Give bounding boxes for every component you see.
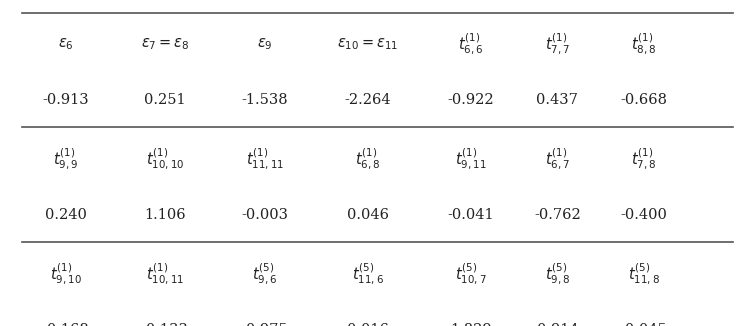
Text: $\epsilon_9$: $\epsilon_9$ [257, 36, 272, 52]
Text: -0.168: -0.168 [42, 323, 89, 326]
Text: $t_{9,9}^{(1)}$: $t_{9,9}^{(1)}$ [53, 146, 78, 172]
Text: $\epsilon_6$: $\epsilon_6$ [58, 36, 74, 52]
Text: $t_{7,7}^{(1)}$: $t_{7,7}^{(1)}$ [545, 31, 570, 57]
Text: $\epsilon_{10} = \epsilon_{11}$: $\epsilon_{10} = \epsilon_{11}$ [337, 36, 398, 52]
Text: $t_{6,6}^{(1)}$: $t_{6,6}^{(1)}$ [458, 31, 484, 57]
Text: -0.003: -0.003 [241, 208, 288, 222]
Text: 0.914: 0.914 [536, 323, 578, 326]
Text: 0.437: 0.437 [536, 93, 578, 107]
Text: 0.046: 0.046 [347, 208, 388, 222]
Text: -0.400: -0.400 [620, 208, 667, 222]
Text: $t_{11,6}^{(5)}$: $t_{11,6}^{(5)}$ [352, 261, 384, 287]
Text: $t_{9,11}^{(1)}$: $t_{9,11}^{(1)}$ [455, 146, 487, 172]
Text: -0.922: -0.922 [447, 93, 494, 107]
Text: 0.251: 0.251 [144, 93, 186, 107]
Text: 0.016: 0.016 [347, 323, 388, 326]
Text: -0.668: -0.668 [620, 93, 667, 107]
Text: $t_{10,10}^{(1)}$: $t_{10,10}^{(1)}$ [146, 146, 185, 172]
Text: -0.975: -0.975 [241, 323, 288, 326]
Text: $t_{9,10}^{(1)}$: $t_{9,10}^{(1)}$ [50, 261, 82, 287]
Text: $t_{6,7}^{(1)}$: $t_{6,7}^{(1)}$ [545, 146, 570, 172]
Text: -0.045: -0.045 [620, 323, 667, 326]
Text: -2.264: -2.264 [344, 93, 391, 107]
Text: -1.538: -1.538 [241, 93, 288, 107]
Text: -0.041: -0.041 [447, 208, 494, 222]
Text: $t_{7,8}^{(1)}$: $t_{7,8}^{(1)}$ [632, 146, 657, 172]
Text: -0.913: -0.913 [42, 93, 89, 107]
Text: -0.762: -0.762 [534, 208, 581, 222]
Text: $t_{9,6}^{(5)}$: $t_{9,6}^{(5)}$ [252, 261, 278, 287]
Text: $t_{6,8}^{(1)}$: $t_{6,8}^{(1)}$ [355, 146, 380, 172]
Text: $t_{9,8}^{(5)}$: $t_{9,8}^{(5)}$ [545, 261, 570, 287]
Text: $\epsilon_7 = \epsilon_8$: $\epsilon_7 = \epsilon_8$ [141, 36, 190, 52]
Text: $t_{10,7}^{(5)}$: $t_{10,7}^{(5)}$ [455, 261, 487, 287]
Text: -0.133: -0.133 [142, 323, 188, 326]
Text: 1.106: 1.106 [144, 208, 186, 222]
Text: $t_{11,8}^{(5)}$: $t_{11,8}^{(5)}$ [628, 261, 660, 287]
Text: $t_{10,11}^{(1)}$: $t_{10,11}^{(1)}$ [146, 261, 185, 287]
Text: $t_{8,8}^{(1)}$: $t_{8,8}^{(1)}$ [632, 31, 657, 57]
Text: 0.240: 0.240 [45, 208, 86, 222]
Text: 1.829: 1.829 [450, 323, 492, 326]
Text: $t_{11,11}^{(1)}$: $t_{11,11}^{(1)}$ [246, 146, 283, 172]
